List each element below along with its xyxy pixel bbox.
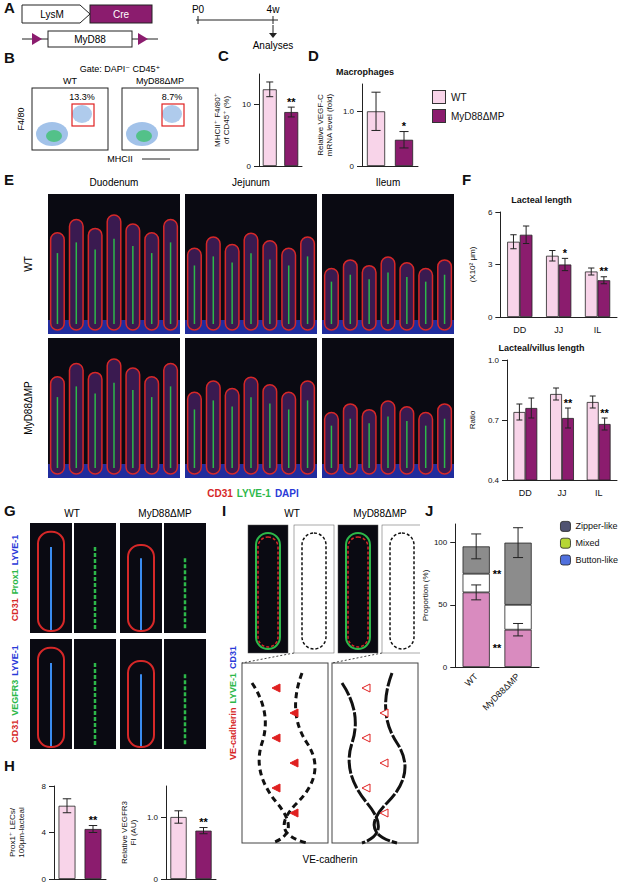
svg-text:WT: WT — [463, 671, 480, 688]
svg-text:MyD88ΔMP: MyD88ΔMP — [353, 508, 407, 519]
svg-text:VE-cadherinLYVE-1CD31: VE-cadherinLYVE-1CD31 — [228, 646, 238, 760]
html-text:I: I — [222, 502, 227, 519]
html-text:E: E — [4, 171, 14, 188]
svg-text:Gate: DAPI⁻ CD45⁺: Gate: DAPI⁻ CD45⁺ — [80, 64, 161, 74]
svg-text:0: 0 — [42, 875, 47, 884]
svg-text:Relative VEGF-C: Relative VEGF-C — [316, 94, 325, 156]
svg-text:13.3%: 13.3% — [69, 92, 95, 102]
svg-text:**: ** — [493, 642, 502, 654]
svg-text:Zipper-like: Zipper-like — [575, 521, 617, 531]
html-text:D: D — [308, 47, 319, 64]
svg-text:JJ: JJ — [558, 488, 567, 498]
svg-text:MyD88ΔMP: MyD88ΔMP — [481, 671, 522, 712]
svg-text:100: 100 — [434, 538, 448, 547]
svg-text:WT: WT — [64, 508, 80, 519]
svg-text:0: 0 — [443, 663, 448, 672]
svg-text:4w: 4w — [267, 4, 281, 15]
svg-text:CD31Prox1LYVE-1: CD31Prox1LYVE-1 — [10, 535, 20, 622]
svg-text:WT: WT — [63, 76, 77, 86]
svg-text:1.0: 1.0 — [488, 356, 500, 365]
html-text:C: C — [218, 47, 229, 64]
html-text:WT: WT — [451, 91, 467, 103]
svg-text:0: 0 — [154, 875, 159, 884]
svg-text:Ratio: Ratio — [468, 410, 477, 429]
svg-text:10: 10 — [242, 100, 251, 109]
html-text:B: B — [4, 49, 15, 66]
svg-text:Ileum: Ileum — [376, 177, 400, 188]
svg-text:1.0: 1.0 — [147, 813, 159, 822]
svg-text:Duodenum: Duodenum — [90, 177, 139, 188]
svg-text:**: ** — [199, 816, 208, 828]
html-text:MyD88ΔMP: MyD88ΔMP — [451, 110, 505, 122]
svg-text:Jejunum: Jejunum — [232, 177, 270, 188]
svg-text:MyD88: MyD88 — [74, 34, 106, 45]
svg-text:mRNA level (fold): mRNA level (fold) — [325, 94, 334, 157]
svg-text:MyD88ΔMP: MyD88ΔMP — [138, 508, 192, 519]
svg-text:0.4: 0.4 — [488, 476, 500, 485]
svg-text:**: ** — [600, 407, 609, 419]
svg-text:WT: WT — [23, 256, 34, 272]
svg-text:0: 0 — [247, 162, 252, 171]
svg-text:Cre: Cre — [113, 9, 130, 20]
svg-text:Proportion (%): Proportion (%) — [421, 569, 430, 621]
svg-text:*: * — [402, 120, 407, 132]
html-text:F: F — [462, 171, 472, 188]
svg-text:CD31VEGFR3LYVE-1: CD31VEGFR3LYVE-1 — [10, 645, 20, 743]
svg-text:MyD88ΔMP: MyD88ΔMP — [136, 76, 184, 86]
svg-text:0: 0 — [350, 162, 355, 171]
svg-text:P0: P0 — [192, 4, 205, 15]
svg-text:6: 6 — [488, 208, 493, 217]
svg-text:of CD45⁺ (%): of CD45⁺ (%) — [222, 96, 231, 145]
svg-text:4: 4 — [42, 828, 47, 837]
svg-text:IL: IL — [595, 488, 603, 498]
svg-text:Macrophages: Macrophages — [336, 67, 394, 77]
svg-text:F4/80: F4/80 — [16, 107, 26, 130]
svg-text:DD: DD — [513, 325, 526, 335]
svg-text:*: * — [563, 247, 568, 259]
html-text:A: A — [4, 0, 15, 16]
svg-text:**: ** — [600, 265, 609, 277]
svg-text:0.7: 0.7 — [488, 416, 500, 425]
svg-text:Prox1⁺ LECs/: Prox1⁺ LECs/ — [8, 807, 17, 857]
svg-text:Analyses: Analyses — [253, 40, 294, 51]
svg-text:MHCII: MHCII — [107, 154, 133, 164]
svg-text:3: 3 — [488, 260, 493, 269]
svg-text:**: ** — [89, 814, 98, 826]
svg-text:(X10² μm): (X10² μm) — [468, 246, 477, 282]
html-text:G: G — [4, 502, 16, 519]
svg-text:8: 8 — [42, 782, 47, 791]
svg-text:50: 50 — [438, 600, 447, 609]
svg-text:CD31LYVE-1DAPI: CD31LYVE-1DAPI — [207, 488, 299, 499]
html-text:J: J — [425, 502, 434, 519]
svg-text:**: ** — [493, 568, 502, 580]
svg-text:MHCII⁺ F4/80⁺: MHCII⁺ F4/80⁺ — [213, 93, 222, 147]
svg-text:MyD88ΔMP: MyD88ΔMP — [23, 381, 34, 435]
html-text:H: H — [4, 757, 15, 774]
svg-text:Button-like: Button-like — [575, 555, 618, 565]
svg-text:0: 0 — [488, 313, 493, 322]
svg-text:1.0: 1.0 — [343, 107, 355, 116]
svg-text:Lacteal/villus length: Lacteal/villus length — [498, 343, 584, 353]
svg-text:LysM: LysM — [40, 9, 64, 20]
svg-text:WT: WT — [284, 508, 300, 519]
svg-text:Lacteal length: Lacteal length — [511, 195, 572, 205]
svg-text:IL: IL — [594, 325, 602, 335]
svg-text:Relative VEGFR3: Relative VEGFR3 — [120, 800, 129, 864]
svg-text:JJ: JJ — [554, 325, 563, 335]
svg-text:8.7%: 8.7% — [162, 92, 183, 102]
svg-text:FI (AU): FI (AU) — [129, 819, 138, 845]
svg-text:**: ** — [564, 397, 573, 409]
svg-text:VE-cadherin: VE-cadherin — [302, 854, 357, 865]
svg-text:DD: DD — [519, 488, 532, 498]
svg-text:100μm-lacteal: 100μm-lacteal — [17, 807, 26, 858]
svg-text:Mixed: Mixed — [575, 538, 599, 548]
svg-text:**: ** — [287, 96, 296, 108]
